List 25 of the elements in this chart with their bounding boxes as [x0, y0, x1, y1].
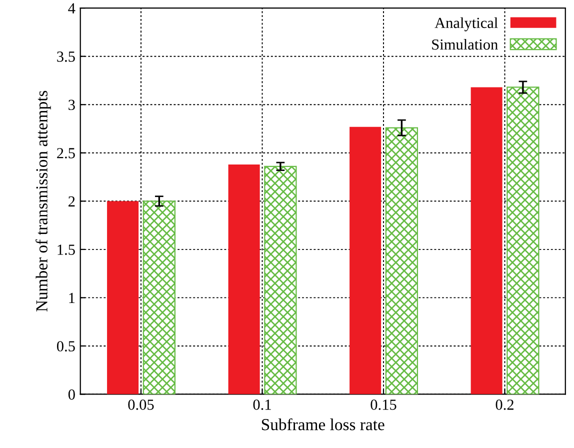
- legend-label: Analytical: [434, 17, 498, 32]
- y-tick-label: 1.5: [58, 244, 75, 255]
- y-tick-label: 0.5: [56, 341, 75, 352]
- x-tick-label: 0.2: [496, 400, 514, 410]
- bar: [228, 164, 260, 394]
- x-tick-label: 0.05: [128, 400, 154, 410]
- y-tick-label: 2.5: [57, 148, 75, 158]
- bar: [107, 201, 139, 394]
- legend-label: Simulation: [432, 38, 498, 50]
- y-tick-label: 4: [68, 3, 76, 14]
- x-tick-label: 0.15: [370, 400, 396, 410]
- y-tick-label: 3.5: [57, 52, 75, 62]
- bar: [385, 127, 418, 394]
- y-tick-label: 0: [68, 389, 75, 400]
- x-axis-title: Subframe loss rate: [262, 418, 384, 430]
- y-tick-label: 3: [68, 100, 75, 110]
- y-tick-label: 2: [68, 196, 75, 206]
- bar: [470, 87, 502, 394]
- bar: [142, 200, 176, 394]
- x-tick-label: 0.1: [253, 400, 271, 410]
- y-axis-title: Number of transmission attempts: [36, 90, 51, 312]
- bar: [506, 86, 540, 394]
- y-tick-label: 1: [69, 292, 75, 303]
- bar: [350, 126, 382, 394]
- bar: [264, 166, 297, 394]
